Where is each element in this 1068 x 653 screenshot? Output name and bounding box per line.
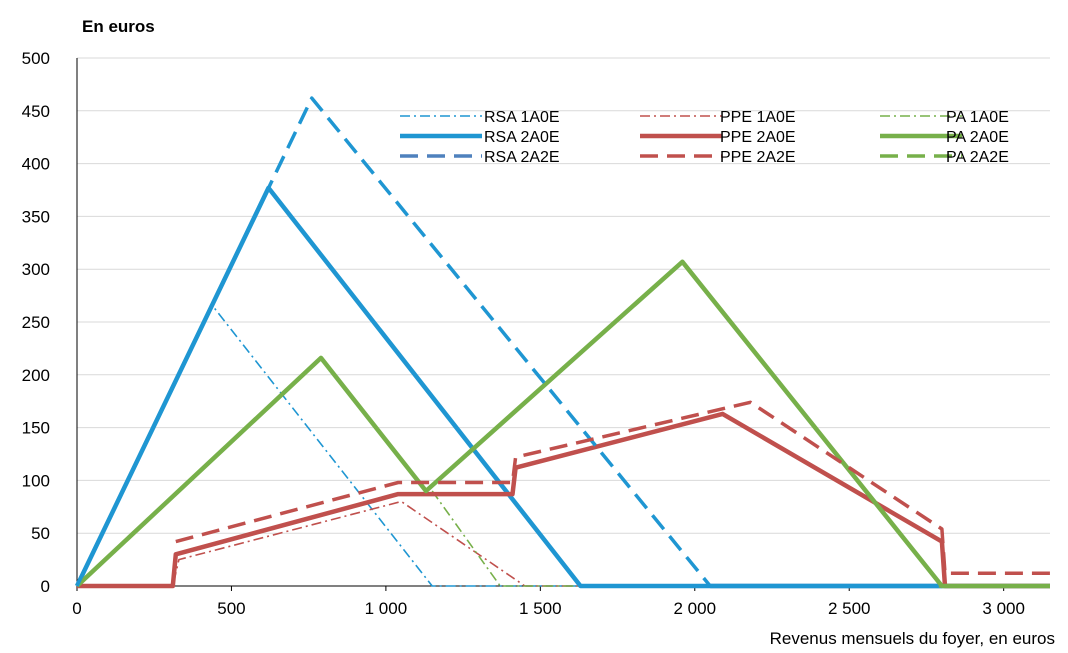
series-line-rsa-2a2e (75, 96, 712, 588)
x-tick-label: 2 500 (828, 599, 871, 618)
y-tick-label: 300 (22, 260, 50, 279)
y-tick-label: 250 (22, 313, 50, 332)
legend-label: PA 1A0E (946, 109, 1009, 126)
x-tick-label: 0 (72, 599, 81, 618)
y-tick-label: 150 (22, 419, 50, 438)
legend-label: RSA 2A0E (484, 129, 560, 146)
legend: RSA 1A0E PPE 1A0E PA 1A0E RSA 2A0E PPE 2A0E P… (400, 109, 1009, 166)
y-tick-label: 350 (22, 207, 50, 226)
y-tick-label: 450 (22, 102, 50, 121)
x-tick-label: 1 000 (365, 599, 408, 618)
legend-label: PA 2A2E (946, 149, 1009, 166)
y-tick-label: 50 (31, 524, 50, 543)
x-axis-title: Revenus mensuels du foyer, en euros (770, 629, 1055, 648)
gridlines (77, 57, 1050, 534)
y-tick-labels: 0 50 100 150 200 250 300 350 400 450 500 (22, 49, 50, 596)
series-line-rsa-2a0e (74, 185, 1050, 589)
legend-label: RSA 1A0E (484, 109, 560, 126)
legend-label: PPE 2A2E (720, 149, 796, 166)
series-line-ppe-2a0e (77, 411, 1050, 589)
y-tick-label: 500 (22, 49, 50, 68)
y-tick-label: 400 (22, 155, 50, 174)
x-tick-labels: 0 500 1 000 1 500 2 000 2 500 3 000 (72, 599, 1025, 618)
y-tick-label: 0 (41, 577, 50, 596)
legend-label: PPE 1A0E (720, 109, 796, 126)
legend-label: PA 2A0E (946, 129, 1009, 146)
x-tick-label: 3 000 (982, 599, 1025, 618)
y-tick-label: 100 (22, 471, 50, 490)
series-line-pa-2a0e (75, 259, 1050, 589)
legend-label: PPE 2A0E (720, 129, 796, 146)
series-line-ppe-2a2e (175, 400, 1050, 576)
series-lines (74, 96, 1050, 589)
y-axis-title: En euros (82, 17, 155, 36)
x-tick-label: 500 (217, 599, 245, 618)
legend-label: RSA 2A2E (484, 149, 560, 166)
x-tick-label: 2 000 (674, 599, 717, 618)
x-tick-label: 1 500 (519, 599, 562, 618)
y-tick-label: 200 (22, 366, 50, 385)
